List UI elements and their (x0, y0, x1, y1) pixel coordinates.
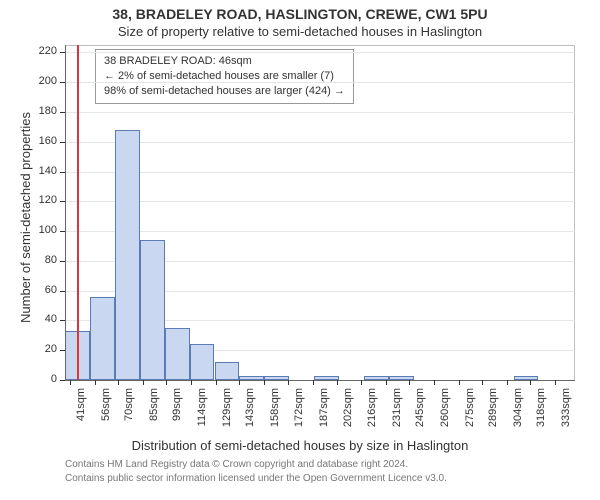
gridline-h (65, 172, 575, 173)
y-tick-label: 20 (27, 343, 57, 355)
attribution-text: Contains HM Land Registry data © Crown c… (65, 458, 447, 485)
gridline-h (65, 112, 575, 113)
x-tick (361, 380, 362, 385)
x-tick-label: 41sqm (75, 388, 87, 443)
x-tick-label: 158sqm (269, 388, 281, 443)
annotation-line-3: 98% of semi-detached houses are larger (… (104, 84, 345, 99)
x-tick (507, 380, 508, 385)
x-tick-label: 245sqm (414, 388, 426, 443)
y-tick-label: 200 (27, 75, 57, 87)
annotation-box: 38 BRADELEY ROAD: 46sqm ← 2% of semi-det… (95, 49, 354, 104)
gridline-h (65, 82, 575, 83)
y-tick-label: 0 (27, 373, 57, 385)
y-tick-label: 80 (27, 254, 57, 266)
histogram-bar (90, 297, 115, 380)
chart-title: 38, BRADELEY ROAD, HASLINGTON, CREWE, CW… (0, 6, 600, 22)
x-tick (555, 380, 556, 385)
x-tick (434, 380, 435, 385)
x-tick-label: 231sqm (391, 388, 403, 443)
y-tick-label: 120 (27, 194, 57, 206)
y-tick-label: 100 (27, 224, 57, 236)
x-tick (337, 380, 338, 385)
x-tick-label: 129sqm (221, 388, 233, 443)
histogram-bar (190, 344, 215, 380)
x-tick (191, 380, 192, 385)
x-tick-label: 70sqm (123, 388, 135, 443)
y-tick-label: 60 (27, 284, 57, 296)
x-tick (95, 380, 96, 385)
histogram-bar (140, 240, 165, 380)
annotation-line-1: 38 BRADELEY ROAD: 46sqm (104, 54, 345, 69)
x-tick (239, 380, 240, 385)
x-tick-label: 304sqm (512, 388, 524, 443)
x-tick-label: 216sqm (366, 388, 378, 443)
x-tick-label: 333sqm (560, 388, 572, 443)
x-tick (264, 380, 265, 385)
x-tick-label: 202sqm (342, 388, 354, 443)
gridline-h (65, 52, 575, 53)
x-tick-label: 187sqm (318, 388, 330, 443)
x-axis-line (65, 380, 575, 381)
y-tick-label: 220 (27, 45, 57, 57)
x-tick (166, 380, 167, 385)
gridline-h (65, 231, 575, 232)
gridline-h (65, 142, 575, 143)
x-tick-label: 56sqm (100, 388, 112, 443)
chart-container: 38, BRADELEY ROAD, HASLINGTON, CREWE, CW… (0, 0, 600, 500)
gridline-h (65, 201, 575, 202)
x-tick (313, 380, 314, 385)
x-tick-label: 99sqm (171, 388, 183, 443)
x-tick-label: 143sqm (244, 388, 256, 443)
plot-border (65, 45, 575, 46)
histogram-bar (115, 130, 140, 380)
y-tick-label: 160 (27, 135, 57, 147)
x-tick (409, 380, 410, 385)
histogram-bar (215, 362, 240, 380)
x-tick (216, 380, 217, 385)
x-tick (118, 380, 119, 385)
x-tick-label: 275sqm (464, 388, 476, 443)
x-tick-label: 289sqm (487, 388, 499, 443)
x-tick-label: 85sqm (148, 388, 160, 443)
chart-subtitle: Size of property relative to semi-detach… (0, 24, 600, 39)
attribution-line-1: Contains HM Land Registry data © Crown c… (65, 458, 447, 472)
x-tick (530, 380, 531, 385)
y-tick-label: 180 (27, 105, 57, 117)
y-axis-line (65, 45, 66, 380)
x-tick-label: 260sqm (439, 388, 451, 443)
y-tick-label: 40 (27, 313, 57, 325)
x-tick (482, 380, 483, 385)
x-tick (386, 380, 387, 385)
histogram-bar (165, 328, 190, 380)
x-tick-label: 114sqm (196, 388, 208, 443)
y-tick-label: 140 (27, 165, 57, 177)
x-tick (70, 380, 71, 385)
x-tick-label: 172sqm (293, 388, 305, 443)
x-tick (288, 380, 289, 385)
attribution-line-2: Contains public sector information licen… (65, 472, 447, 486)
x-tick (143, 380, 144, 385)
plot-border (574, 45, 575, 380)
x-tick (459, 380, 460, 385)
reference-line (77, 45, 79, 380)
x-tick-label: 318sqm (535, 388, 547, 443)
